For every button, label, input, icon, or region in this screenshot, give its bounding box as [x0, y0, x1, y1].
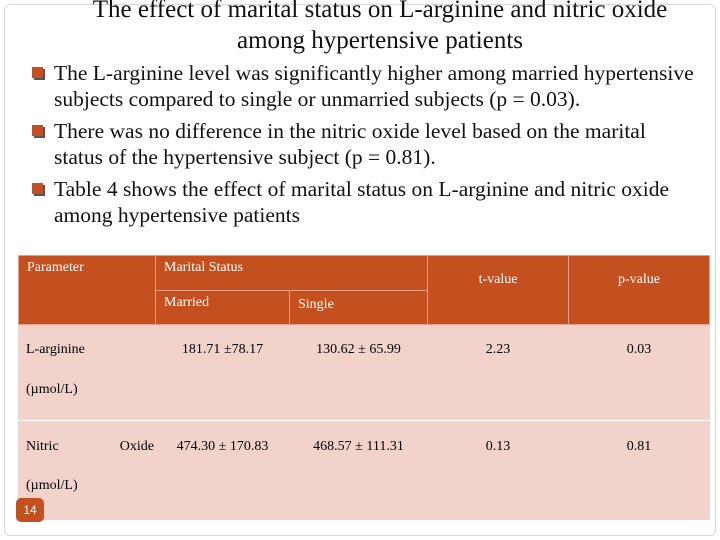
header-cell: t-value: [427, 255, 569, 325]
cell: 0.03: [626, 342, 652, 357]
cell: 474.30 ± 170.83: [176, 439, 269, 454]
row-unit: (µmol/L): [26, 382, 78, 397]
header-cell: Single: [289, 290, 428, 325]
bullet: Table 4 shows the effect of marital stat…: [30, 176, 700, 228]
header-text: Married: [164, 295, 210, 310]
row-unit: (µmol/L): [26, 478, 78, 493]
table-row: [18, 325, 710, 420]
header-text: Single: [298, 297, 334, 312]
cell: 468.57 ± 111.31: [313, 439, 404, 454]
header-text: t-value: [478, 272, 518, 287]
row-label-text: Nitric Oxide: [26, 439, 154, 454]
slide-frame: [4, 4, 716, 536]
header-text: Marital Status: [164, 260, 243, 275]
cell: 130.62 ± 65.99: [316, 342, 401, 357]
bullet-text: There was no difference in the nitric ox…: [54, 119, 646, 169]
bullet-list: The L-arginine level was significantly h…: [30, 60, 700, 234]
row-label: L-arginine: [26, 342, 85, 357]
header-cell: Married: [155, 290, 290, 325]
header-cell: p-value: [568, 255, 710, 325]
bullet: The L-arginine level was significantly h…: [30, 60, 700, 112]
table-row: [18, 420, 710, 520]
slide-number: 14: [16, 498, 44, 522]
header-text: Parameter: [27, 260, 84, 275]
cell: 2.23: [485, 342, 511, 357]
cell: 0.81: [626, 439, 652, 454]
header-text: p-value: [618, 272, 660, 287]
bullet: There was no difference in the nitric ox…: [30, 118, 700, 170]
cell: 0.13: [485, 439, 511, 454]
header-cell: Parameter: [18, 255, 156, 325]
bullet-text: Table 4 shows the effect of marital stat…: [54, 177, 670, 227]
slide-title: The effect of marital status on L-argini…: [92, 0, 668, 54]
row-label: Nitric Oxide: [18, 435, 168, 459]
header-cell: Marital Status: [155, 255, 428, 291]
cell: 181.71 ±78.17: [181, 342, 264, 357]
bullet-text: The L-arginine level was significantly h…: [54, 61, 694, 111]
